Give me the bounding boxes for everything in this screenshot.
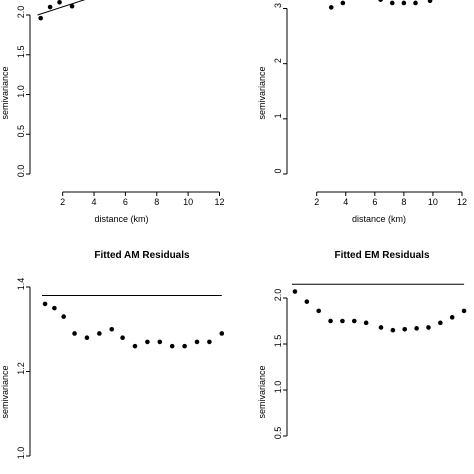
panel-1-y-tick-label: 1.0 xyxy=(16,85,26,98)
panel-3-data-point xyxy=(169,343,175,349)
panel-3-data-point xyxy=(120,335,125,341)
panel-2-y-tick-label: 0 xyxy=(273,168,283,173)
panel-1-fit-line xyxy=(37,0,86,16)
panel-3-data-point xyxy=(97,331,102,336)
panel-3-data-point xyxy=(145,339,150,345)
panel-2-data-point xyxy=(378,0,383,2)
panel-4-y-tick-label: 0.5 xyxy=(273,427,283,440)
panel-4-data-point xyxy=(449,315,455,320)
panel-1-x-tick-label: 6 xyxy=(123,197,128,207)
panel-3-data-point xyxy=(132,343,138,349)
panel-2-y-axis-label: semivariance xyxy=(257,66,267,119)
panel-3-data-point xyxy=(42,301,48,307)
panel-4-y-tick-label: 1.0 xyxy=(273,381,283,394)
panel-4-data-point xyxy=(292,289,298,294)
panel-1-data-point xyxy=(47,4,53,10)
panel-1-y-tick-label: 1.5 xyxy=(16,45,26,58)
panel-3-y-tick-label: 1.0 xyxy=(16,447,26,460)
panel-3-data-point xyxy=(61,314,66,319)
panel-2-y-tick-label: 3 xyxy=(273,3,283,8)
panel-3-y-axis-label: semivariance xyxy=(0,365,10,418)
panel-4-data-point xyxy=(414,326,419,331)
panel-4-data-point xyxy=(328,318,333,324)
panel-3-data-point xyxy=(207,339,212,345)
panel-2-x-tick-label: 8 xyxy=(401,197,406,207)
panel-2-data-point xyxy=(340,0,346,6)
panel-4-data-point xyxy=(438,320,443,326)
panel-2-data-point xyxy=(401,0,407,6)
panel-1-x-tick-label: 4 xyxy=(92,197,97,207)
panel-4-data-point xyxy=(461,308,467,314)
panel-1-y-tick-label: 0.5 xyxy=(16,125,26,138)
panel-4-data-point xyxy=(352,318,357,324)
panel-2-x-axis-label: distance (km) xyxy=(352,214,406,224)
panel-4-data-point xyxy=(390,327,396,333)
panel-1-x-axis-label: distance (km) xyxy=(94,214,148,224)
panel-2-data-point xyxy=(427,0,433,4)
panel-1-data-point xyxy=(38,15,44,21)
panel-1-y-tick-label: 2.0 xyxy=(16,6,26,19)
panel-2-data-point xyxy=(389,0,395,6)
panel-3-y-tick-label: 1.2 xyxy=(16,362,26,375)
panel-2-y-tick-label: 1 xyxy=(273,113,283,118)
panel-2-x-tick-label: 2 xyxy=(314,197,319,207)
panel-1-data-point xyxy=(57,0,62,5)
panel-2-x-tick-label: 12 xyxy=(457,197,467,207)
panel-4-y-tick-label: 1.5 xyxy=(273,335,283,348)
panel-2-data-point xyxy=(328,5,334,10)
panel-3-title: Fitted AM Residuals xyxy=(94,250,190,261)
panel-4-data-point xyxy=(316,308,322,314)
panel-4-data-point xyxy=(340,318,345,324)
panel-3-data-point xyxy=(194,339,200,345)
panel-4-data-point xyxy=(304,299,310,304)
panel-3-data-point xyxy=(182,343,187,349)
panel-2-y-tick-label: 2 xyxy=(273,58,283,63)
panel-2-x-tick-label: 6 xyxy=(372,197,377,207)
panel-4-y-axis-label: semivariance xyxy=(257,365,267,418)
panel-1-x-tick-label: 8 xyxy=(154,197,159,207)
panel-1-data-point xyxy=(69,3,75,9)
panel-3-data-point xyxy=(52,305,57,311)
panel-4-data-point xyxy=(363,320,369,326)
panel-1-y-axis-label: semivariance xyxy=(0,66,10,119)
panel-2-data-point xyxy=(413,0,418,6)
panel-3-data-point xyxy=(219,331,225,336)
panel-3-data-point xyxy=(84,335,90,341)
panel-2-x-tick-label: 10 xyxy=(428,197,438,207)
panel-3-data-point xyxy=(109,326,115,332)
panel-1-x-tick-label: 12 xyxy=(214,197,224,207)
panel-4-title: Fitted EM Residuals xyxy=(334,250,429,261)
panel-4-y-tick-label: 2.0 xyxy=(273,289,283,302)
panel-3-data-point xyxy=(157,339,163,345)
panel-4-data-point xyxy=(402,326,408,332)
panel-3-data-point xyxy=(72,331,77,336)
panel-4-data-point xyxy=(426,325,431,330)
panel-1-x-tick-label: 2 xyxy=(60,197,65,207)
panel-4-data-point xyxy=(378,325,384,330)
panel-1-x-tick-label: 10 xyxy=(183,197,193,207)
panel-3-y-tick-label: 1.4 xyxy=(16,278,26,291)
panel-2-x-tick-label: 4 xyxy=(343,197,348,207)
panel-1-y-tick-label: 0.0 xyxy=(16,165,26,178)
